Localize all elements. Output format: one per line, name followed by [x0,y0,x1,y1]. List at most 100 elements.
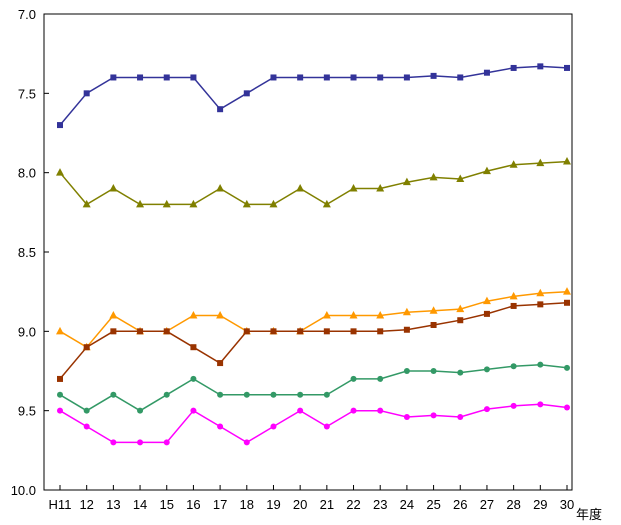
data-point [564,299,570,306]
data-point [482,166,491,175]
data-point [483,69,490,76]
data-point [563,287,571,295]
data-point [217,423,224,430]
data-point [456,174,465,183]
data-point [537,301,544,308]
data-point [323,74,330,81]
data-point [483,366,490,373]
x-tick-label: 21 [320,497,334,512]
data-point [430,72,437,79]
data-point [163,391,170,398]
data-point [216,184,225,192]
data-point [350,74,357,81]
y-tick-label: 8.0 [18,166,36,181]
data-point [536,158,545,167]
data-point [189,199,198,208]
axes [43,13,573,491]
data-point [137,407,144,414]
data-point [217,391,224,398]
data-point [349,310,358,319]
data-point [110,328,117,335]
data-point [322,310,331,319]
x-tick-label: 19 [266,497,280,512]
y-tick-label: 9.5 [18,404,36,419]
x-tick-label: 29 [533,497,547,512]
data-point [377,375,384,382]
x-tick-label: 18 [240,497,254,512]
series-1 [57,63,570,129]
data-point [57,407,63,414]
data-point [377,407,384,414]
data-point [323,391,330,398]
data-point [430,368,437,374]
y-tick-label: 7.0 [18,7,36,22]
data-point [83,407,90,414]
data-point [136,199,145,208]
data-point [403,74,410,81]
data-point [457,369,464,376]
data-point [430,321,437,328]
data-point [537,401,544,408]
series-line [59,290,568,349]
data-point [483,310,490,317]
data-point [189,310,198,319]
data-point [510,402,517,409]
data-point [402,177,411,186]
data-point [429,306,438,314]
series-line [59,363,568,412]
data-point [83,423,90,430]
x-tick-label: 27 [480,497,494,512]
series-6 [57,401,570,446]
data-point [297,391,304,398]
data-point [57,375,63,382]
data-point [137,439,144,446]
data-point [509,291,518,300]
data-point [109,310,118,319]
data-point [509,160,518,168]
x-tick-labels: H11 12 13 14 15 16 17 18 19 20 21 22 23 24 25 26 27 28 29 3… [49,497,575,512]
data-point [242,199,251,208]
data-point [163,328,170,335]
x-tick-label: 14 [133,497,147,512]
data-point [537,361,544,368]
data-point [564,364,570,371]
data-point [110,74,117,81]
data-point [350,375,357,382]
data-point [457,74,464,81]
data-point [297,407,304,414]
data-point [510,64,517,71]
data-point [190,344,197,351]
x-tick-label: 15 [160,497,174,512]
data-point [537,63,544,70]
data-point [403,326,410,333]
data-point [429,172,438,181]
data-point [297,328,304,335]
series-line [59,403,568,444]
series-layer [56,63,571,446]
y-tick-label: 8.5 [18,245,36,260]
data-point [243,439,250,446]
data-point [270,423,277,430]
data-point [403,414,410,421]
x-tick-label: 20 [293,497,307,512]
data-point [564,404,570,411]
x-tick-label: H11 [49,497,72,512]
series-line [59,65,568,126]
data-point [564,64,570,71]
x-tick-label: 16 [186,497,200,512]
data-point [350,407,357,414]
data-point [56,168,64,176]
data-point [376,184,385,192]
data-point [402,307,411,316]
data-point [243,90,250,97]
data-point [190,407,197,414]
y-tick-label: 10.0 [11,483,36,498]
data-point [430,412,437,419]
x-tick-label: 22 [346,497,360,512]
plot-area-border [43,13,573,491]
data-point [270,391,277,398]
series-3 [56,287,571,351]
x-tick-label: 25 [426,497,440,512]
